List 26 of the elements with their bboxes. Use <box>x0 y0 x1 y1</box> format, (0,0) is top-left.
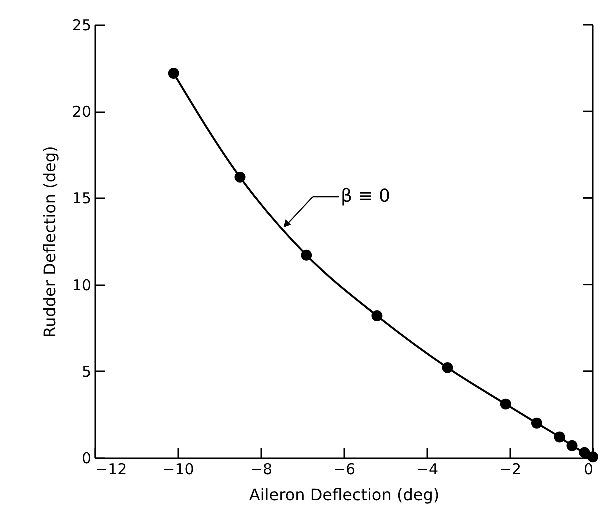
y-tick-label: 25 <box>72 16 92 34</box>
x-tick-label: −10 <box>162 460 194 478</box>
point <box>500 398 512 410</box>
point <box>554 432 566 443</box>
point <box>301 250 312 261</box>
x-tick-label: −6 <box>333 460 356 478</box>
x-tick-label: 0 <box>584 460 594 478</box>
point <box>442 362 454 374</box>
point <box>532 418 542 429</box>
y-tick-label: 0 <box>82 450 92 468</box>
x-tick-label: −2 <box>499 460 522 478</box>
x-tick-label: −12 <box>96 460 128 478</box>
x-tick-label: −8 <box>250 460 273 478</box>
y-tick-label: 10 <box>72 276 92 294</box>
y-axis-title: Rudder Deflection (deg) <box>40 146 60 338</box>
y-tick-label: 5 <box>82 362 92 381</box>
x-tick-label: −4 <box>416 460 439 478</box>
x-axis-title: Aileron Deflection (deg) <box>249 486 440 504</box>
point <box>579 447 590 458</box>
point <box>372 310 383 322</box>
y-tick-label: 15 <box>72 190 92 208</box>
annotation: β ≡ 0 <box>341 186 390 207</box>
y-tick-label: 20 <box>72 103 92 122</box>
point <box>566 440 578 452</box>
point <box>168 68 180 79</box>
point <box>234 172 246 183</box>
